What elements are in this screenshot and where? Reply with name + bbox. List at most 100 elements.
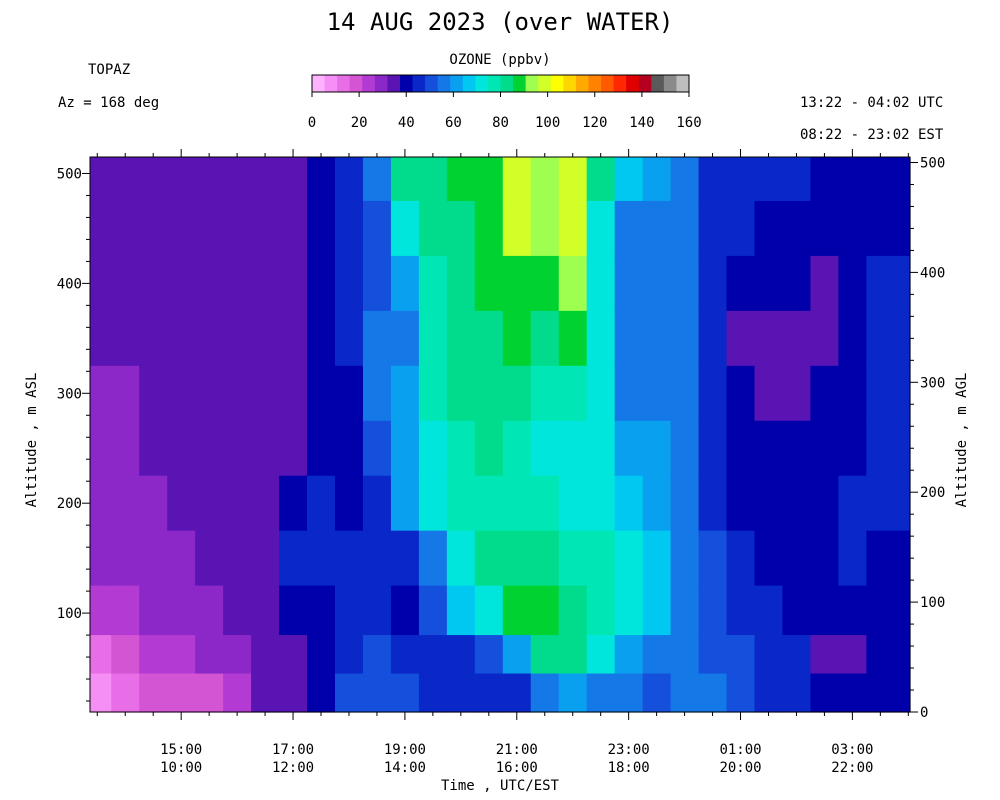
heatmap-cell xyxy=(195,673,224,713)
x-tick-label-est: 18:00 xyxy=(608,760,650,776)
heatmap-cell xyxy=(642,420,672,477)
heatmap-cell xyxy=(530,200,560,257)
heatmap-cell xyxy=(90,200,112,257)
heatmap-cell xyxy=(334,635,364,675)
heatmap-cell xyxy=(334,420,364,477)
heatmap-cell xyxy=(754,673,784,713)
heatmap-cell xyxy=(502,420,532,477)
heatmap-cell xyxy=(642,310,672,367)
heatmap-cell xyxy=(754,200,784,257)
heatmap-cell xyxy=(530,635,560,675)
heatmap-cell xyxy=(167,310,196,367)
heatmap-cell xyxy=(251,673,280,713)
y-tick-label-right: 500 xyxy=(920,155,945,171)
heatmap-cell xyxy=(223,200,252,257)
heatmap-cell xyxy=(474,530,504,587)
heatmap-cell xyxy=(111,475,140,532)
heatmap-cell xyxy=(838,310,867,367)
heatmap-cell xyxy=(474,310,504,367)
heatmap-cell xyxy=(642,635,672,675)
heatmap-cell xyxy=(474,475,504,532)
x-tick-label-utc: 15:00 xyxy=(160,742,202,758)
heatmap-cell xyxy=(111,420,140,477)
colorbar-swatch xyxy=(450,75,464,92)
heatmap-cell xyxy=(698,635,728,675)
heatmap-cell xyxy=(251,200,280,257)
heatmap-cell xyxy=(90,157,112,202)
heatmap-cell xyxy=(167,157,196,202)
heatmap-cell xyxy=(167,635,196,675)
heatmap-cell xyxy=(502,475,532,532)
x-tick-label-est: 22:00 xyxy=(831,760,873,776)
heatmap-cell xyxy=(167,673,196,713)
colorbar-swatch xyxy=(588,75,602,92)
heatmap-cell xyxy=(362,585,392,636)
heatmap-cell xyxy=(362,365,392,422)
heatmap-cell xyxy=(279,585,308,636)
heatmap-cell xyxy=(530,475,560,532)
heatmap-cell xyxy=(279,200,308,257)
heatmap-cell xyxy=(670,365,700,422)
heatmap-cell xyxy=(670,585,700,636)
heatmap-cell xyxy=(754,365,784,422)
colorbar-swatch xyxy=(387,75,401,92)
heatmap-cell xyxy=(558,420,588,477)
heatmap-cell xyxy=(307,255,336,312)
colorbar-tick-label: 100 xyxy=(535,115,560,131)
heatmap-cell xyxy=(586,475,616,532)
heatmap-cell xyxy=(782,157,812,202)
heatmap-cell xyxy=(223,420,252,477)
colorbar-tick-label: 60 xyxy=(445,115,462,131)
heatmap-cell xyxy=(642,200,672,257)
heatmap-cell xyxy=(502,585,532,636)
heatmap-cell xyxy=(251,530,280,587)
heatmap-cell xyxy=(474,255,504,312)
heatmap-cell xyxy=(474,635,504,675)
heatmap-cell xyxy=(530,365,560,422)
heatmap-cell xyxy=(223,585,252,636)
colorbar-swatch xyxy=(601,75,615,92)
heatmap-cell xyxy=(90,585,112,636)
colorbar-swatch xyxy=(349,75,363,92)
heatmap-cell xyxy=(558,635,588,675)
colorbar-tick-label: 120 xyxy=(582,115,607,131)
colorbar-swatch xyxy=(663,75,677,92)
heatmap-cell xyxy=(838,635,867,675)
heatmap-cell xyxy=(754,635,784,675)
heatmap-cell xyxy=(111,157,140,202)
heatmap-cell xyxy=(111,530,140,587)
heatmap-cell xyxy=(111,673,140,713)
heatmap-cell xyxy=(139,585,168,636)
heatmap-cell xyxy=(90,475,112,532)
heatmap-cell xyxy=(782,255,812,312)
heatmap-cell xyxy=(782,420,812,477)
y-tick-label-right: 200 xyxy=(920,485,945,501)
heatmap-cell xyxy=(446,635,476,675)
heatmap-cell xyxy=(334,673,364,713)
heatmap-cell xyxy=(726,255,756,312)
x-axis-label: Time , UTC/EST xyxy=(440,778,559,794)
heatmap-cell xyxy=(390,673,420,713)
heatmap-cell xyxy=(223,475,252,532)
colorbar-swatch xyxy=(575,75,589,92)
heatmap-cell xyxy=(195,475,224,532)
heatmap-cell xyxy=(418,635,448,675)
colorbar-tick-label: 0 xyxy=(308,115,316,131)
heatmap-cell xyxy=(362,420,392,477)
heatmap-cell xyxy=(698,310,728,367)
heatmap-cell xyxy=(111,200,140,257)
heatmap-cell xyxy=(558,585,588,636)
colorbar-swatch xyxy=(676,75,690,92)
heatmap-cell xyxy=(446,585,476,636)
heatmap-cell xyxy=(279,673,308,713)
heatmap-cell xyxy=(446,530,476,587)
heatmap-cell xyxy=(279,310,308,367)
colorbar-swatch xyxy=(462,75,476,92)
heatmap-cell xyxy=(810,157,840,202)
heatmap-cell xyxy=(307,200,336,257)
heatmap-cell xyxy=(586,365,616,422)
heatmap-cell xyxy=(446,475,476,532)
colorbar-swatch xyxy=(538,75,552,92)
colorbar-swatch xyxy=(500,75,514,92)
heatmap-cell xyxy=(90,310,112,367)
